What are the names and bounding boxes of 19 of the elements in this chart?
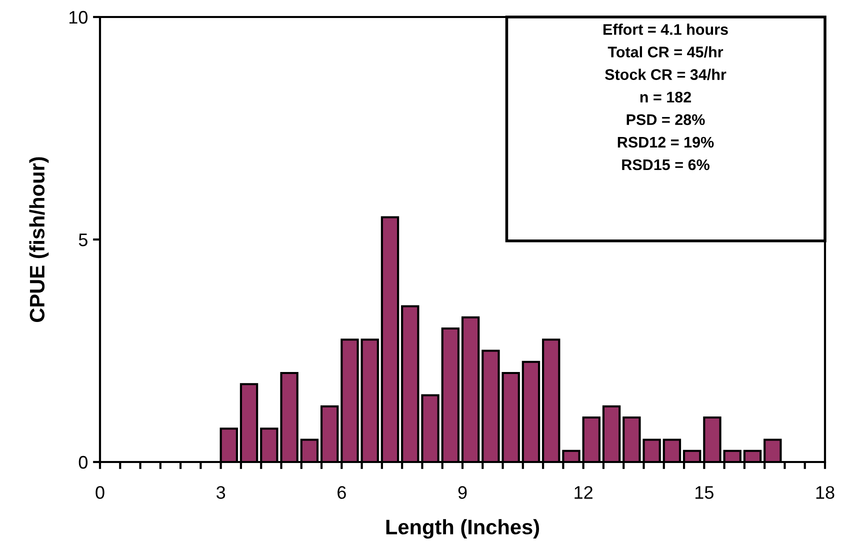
annotation: Stock CR = 34/hr — [605, 68, 726, 80]
annotation: Total CR = 45/hr — [608, 46, 724, 58]
annotation: Effort = 4.1 hours — [603, 24, 728, 35]
x-tick-label: 0 — [96, 486, 104, 499]
y-axis-title: CPUE (fish/hour) — [29, 157, 49, 322]
x-tick-label: 12 — [574, 486, 592, 499]
x-tick-label: 3 — [216, 486, 226, 499]
annotation: RSD12 = 19% — [618, 136, 714, 148]
x-tick-label: 6 — [338, 486, 346, 499]
x-axis-title: Length (Inches) — [386, 519, 540, 539]
y-tick-label: 10 — [69, 10, 88, 24]
annotation: PSD = 28% — [626, 114, 705, 126]
x-tick-label: 9 — [458, 486, 467, 499]
x-tick-label: 18 — [816, 486, 834, 499]
x-tick-label: 15 — [696, 486, 714, 499]
y-tick-label: 5 — [78, 234, 88, 246]
y-tick-label: 0 — [78, 456, 88, 469]
annotation: RSD15 = 6% — [622, 159, 710, 170]
annotation: n = 182 — [640, 92, 692, 103]
